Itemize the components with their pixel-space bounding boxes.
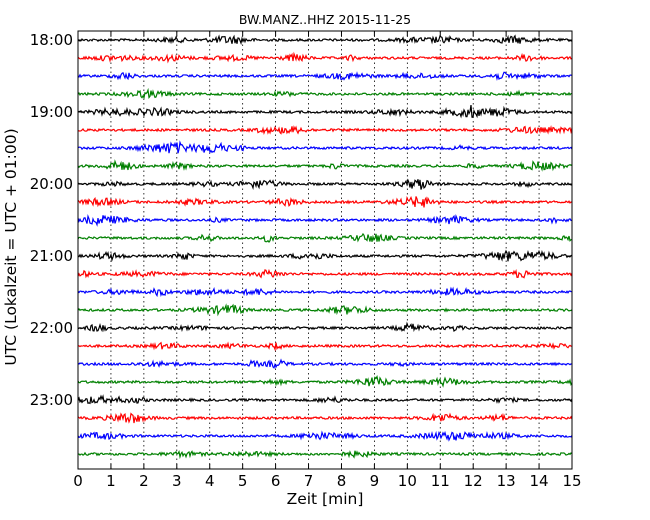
trace-1930 [77,140,573,154]
trace-2000 [77,178,573,191]
grid-lines [110,31,540,469]
x-tick-label: 6 [271,472,281,490]
trace-2315 [77,412,573,424]
plot-frame [78,31,572,469]
x-tick-label: 3 [172,472,182,490]
x-axis: 0 1 2 3 4 5 6 7 8 9 10 11 12 13 14 15 [73,31,582,490]
trace-1830 [77,71,573,81]
trace-1800 [77,34,573,46]
trace-2330 [77,430,573,442]
trace-2130 [77,286,573,298]
trace-1845 [77,87,573,100]
y-tick-label: 18:00 [30,31,73,49]
x-tick-label: 1 [106,472,116,490]
x-tick-label: 7 [304,472,314,490]
x-tick-label: 0 [73,472,83,490]
x-tick-label: 12 [464,472,483,490]
trace-2030 [77,213,573,227]
x-tick-label: 14 [530,472,549,490]
trace-1915 [77,125,573,135]
plot-border [77,30,573,470]
x-axis-label: Zeit [min] [287,490,364,508]
trace-2115 [77,268,573,279]
trace-2045 [77,232,573,243]
x-tick-label: 9 [370,472,380,490]
trace-2015 [77,195,573,208]
y-axis: 18:00 19:00 20:00 21:00 22:00 23:00 [30,31,572,409]
trace-2100 [77,249,573,262]
chart-title: BW.MANZ..HHZ 2015-11-25 [239,12,411,27]
y-tick-label: 21:00 [30,247,73,265]
y-axis-label: UTC (Lokalzeit = UTC + 01:00) [2,128,20,365]
y-tick-label: 19:00 [30,103,73,121]
x-tick-label: 13 [497,472,516,490]
x-tick-label: 10 [398,472,417,490]
x-tick-label: 11 [431,472,450,490]
x-tick-label: 8 [337,472,347,490]
trace-2245 [77,375,573,388]
y-tick-label: 23:00 [30,391,73,409]
seismic-traces [77,34,573,460]
trace-1945 [77,159,573,172]
trace-2145 [77,303,573,317]
trace-2345 [77,450,573,460]
x-tick-label: 2 [139,472,149,490]
x-tick-label: 4 [205,472,215,490]
trace-2200 [77,321,573,333]
y-tick-label: 20:00 [30,175,73,193]
trace-1815 [77,51,573,64]
trace-2215 [77,341,573,352]
x-tick-label: 15 [562,472,581,490]
trace-2300 [77,394,573,405]
trace-2230 [77,358,573,369]
y-tick-label: 22:00 [30,319,73,337]
plot-area [77,30,573,470]
trace-1900 [77,105,573,119]
x-tick-label: 5 [238,472,248,490]
